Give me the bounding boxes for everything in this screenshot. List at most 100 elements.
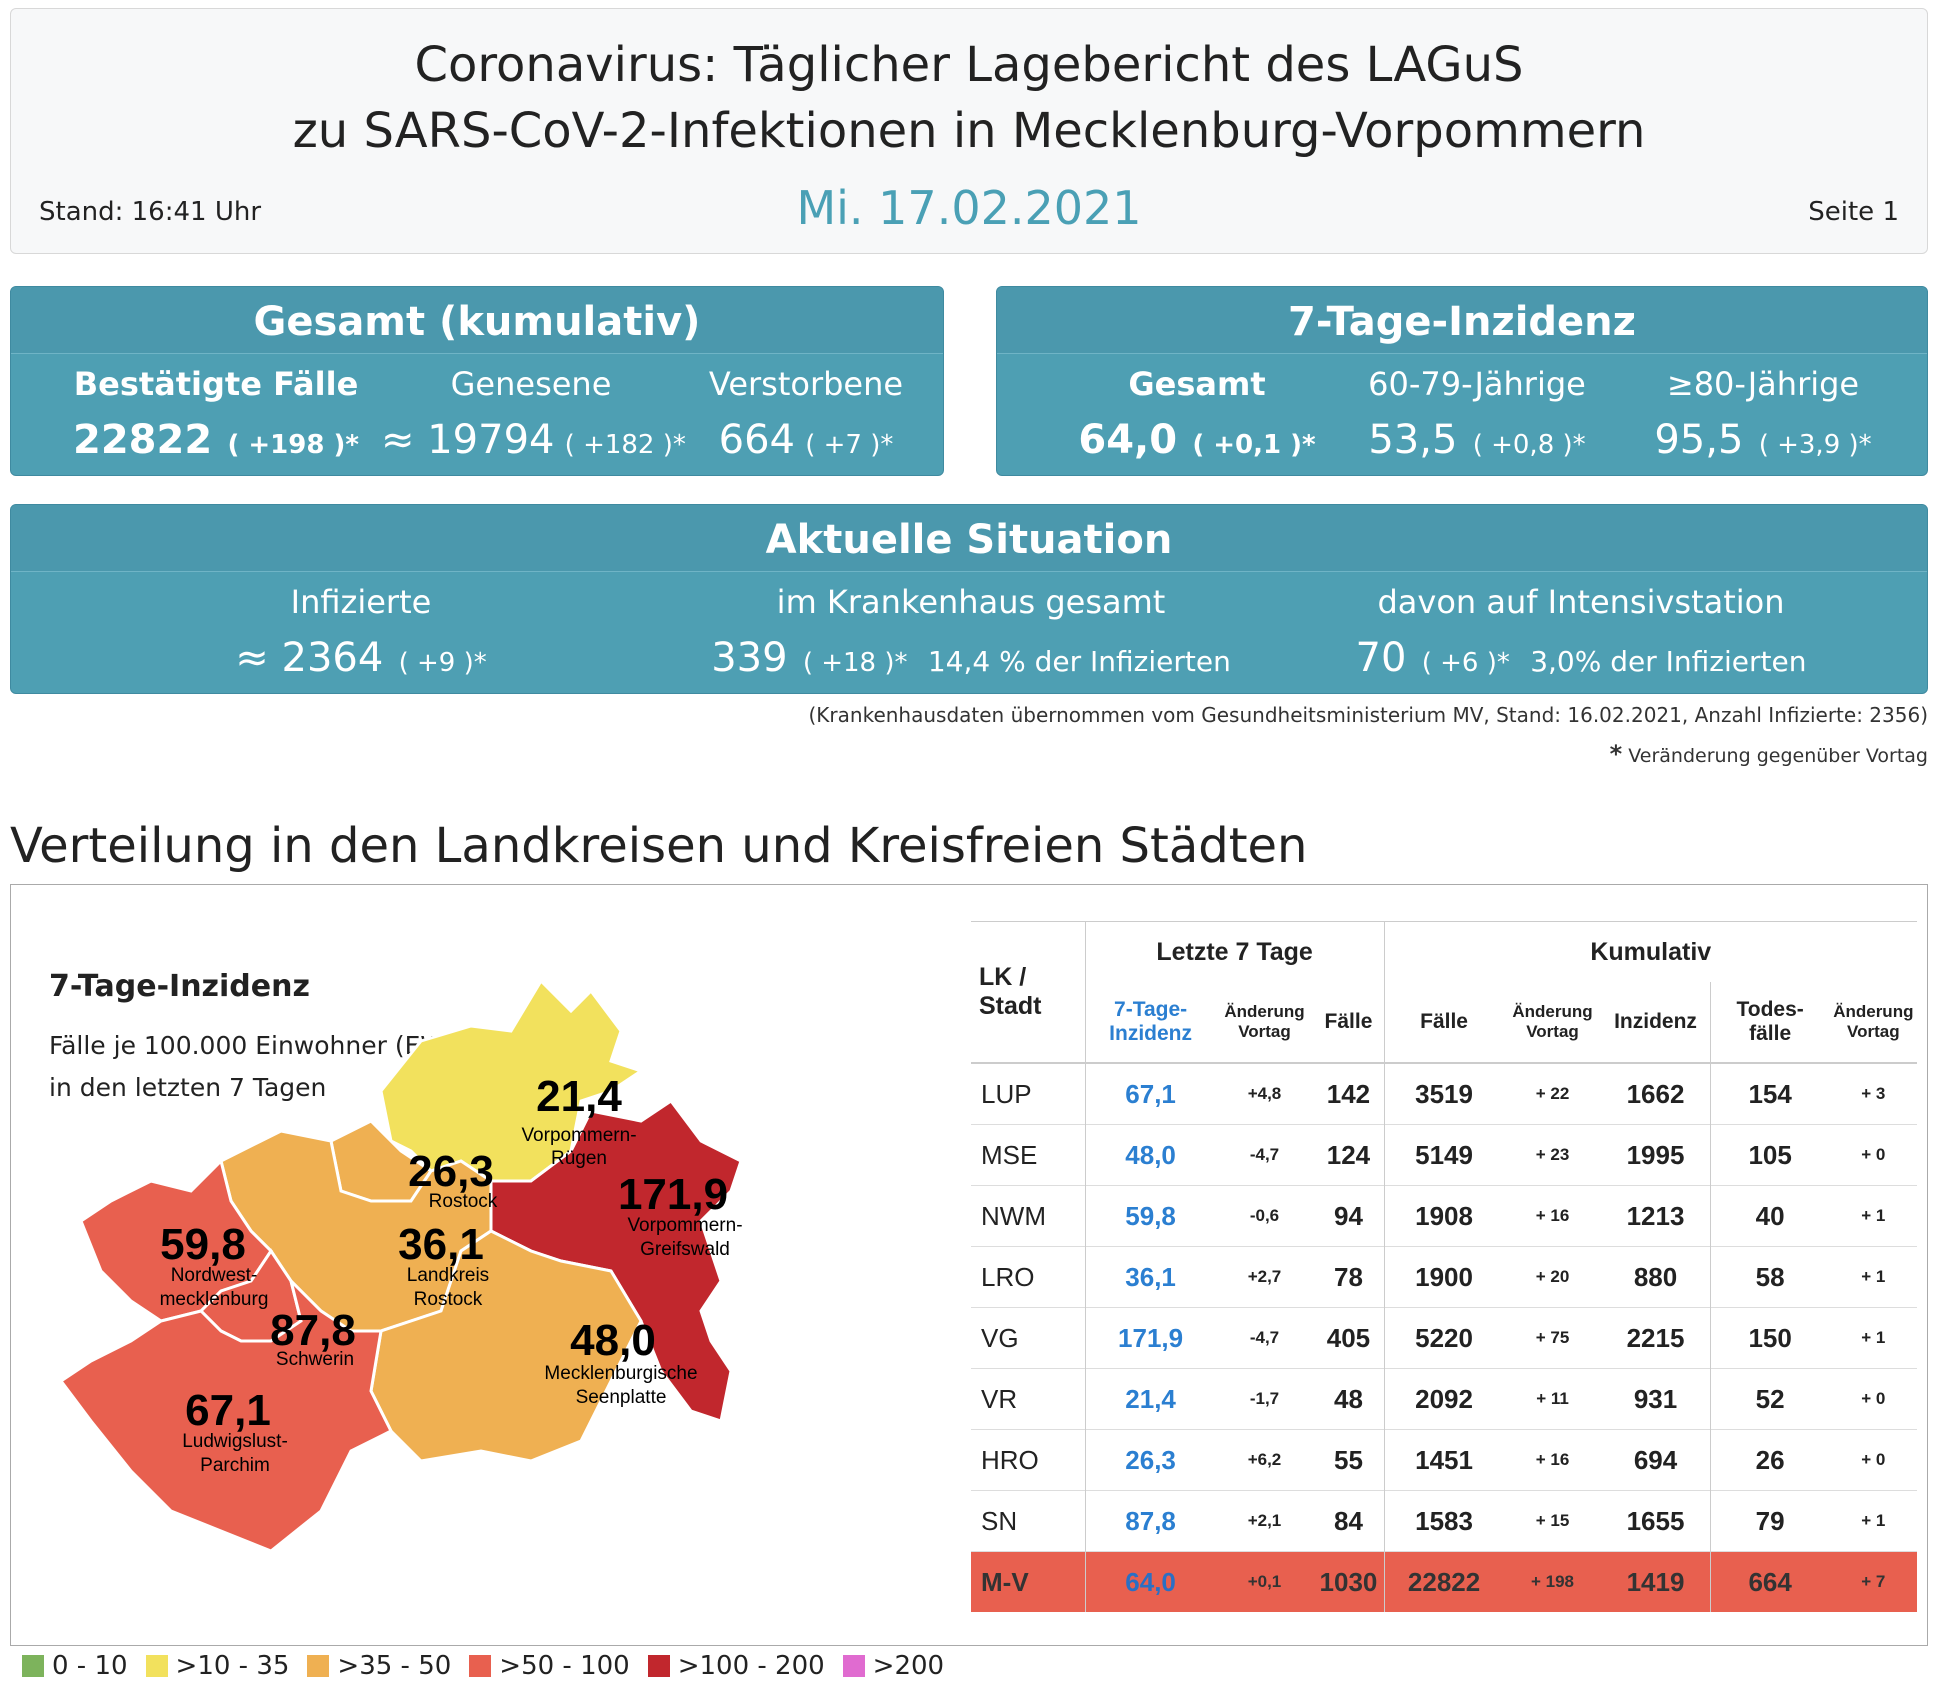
cell-change-7: -4,7 [1215,1124,1314,1186]
legend-swatch [22,1655,44,1677]
cell-inzidenz-cum: 694 [1601,1429,1711,1491]
cell-faelle-cum: 1583 [1383,1490,1504,1552]
section-title: Verteilung in den Landkreisen und Kreisf… [10,818,1308,874]
cell-faelle-7: 94 [1313,1185,1385,1247]
cell-change-tod: + 0 [1829,1368,1917,1430]
map-name-mse-1: Mecklenburgische [544,1363,697,1384]
report-date: Mi. 17.02.2021 [796,181,1142,235]
cell-inzidenz-cum: 1213 [1601,1185,1711,1247]
legend-swatch [469,1655,492,1677]
cell-inzidenz-cum: 1655 [1601,1490,1711,1552]
cell-faelle-cum: 5149 [1383,1124,1504,1186]
star-marker: * [1609,740,1623,768]
map-name-vr-1: Vorpommern- [521,1125,636,1146]
stat-value: 95,5 [1654,417,1744,463]
map-name-lro-1: Landkreis [407,1265,489,1286]
legend-swatch [145,1655,168,1677]
col-header-lk-line1: LK / [979,963,1027,991]
map-legend-sub2: in den letzten 7 Tagen [49,1073,327,1102]
report-title-line2: zu SARS-CoV-2-Infektionen in Mecklenburg… [292,103,1646,159]
cell-todesfaelle: 79 [1709,1490,1830,1552]
col-header-faelle-cum: Fälle [1383,982,1504,1064]
cell-inzidenz: 26,3 [1084,1429,1216,1491]
col-header-todes-line1: Todes- [1736,998,1804,1021]
report-time: Stand: 16:41 Uhr [39,197,262,227]
map-value-mse: 48,0 [570,1316,656,1365]
map-value-lup: 67,1 [185,1386,271,1435]
stat-change: ( +3,9 )* [1758,430,1872,460]
stat-change: ( +9 )* [398,648,487,678]
col-header-aenderung-cum: Änderung Vortag [1503,982,1602,1064]
cell-inzidenz: 87,8 [1084,1490,1216,1552]
col-header-faelle-7: Fälle [1313,982,1385,1064]
panel-inzidenz: 7-Tage-Inzidenz Gesamt 64,0 ( +0,1 )* 60… [996,286,1928,476]
cell-change-7: +2,1 [1215,1490,1314,1552]
cell-change-7: +0,1 [1215,1551,1314,1612]
legend-label: >35 - 50 [337,1651,452,1681]
cell-faelle-7: 1030 [1313,1551,1385,1612]
stat-value: 664 [718,417,796,463]
legend-item: >10 - 35 [145,1651,289,1681]
table-row: VR 21,4 -1,7 48 2092 + 11 931 52 + 0 [971,1368,1917,1430]
cell-inzidenz: 64,0 [1084,1551,1216,1612]
cell-inzidenz-cum: 1419 [1601,1551,1711,1612]
stat-label: Verstorbene [708,365,904,403]
stat-value: 22822 [73,417,213,463]
stat-value: 53,5 [1368,417,1458,463]
cell-todesfaelle: 26 [1709,1429,1830,1491]
cell-change-cum: + 23 [1503,1124,1602,1186]
map-value-nwm: 59,8 [160,1220,246,1269]
cell-change-tod: + 1 [1829,1246,1917,1308]
cell-inzidenz: 171,9 [1084,1307,1216,1369]
cell-change-7: -4,7 [1215,1307,1314,1369]
cell-faelle-7: 55 [1313,1429,1385,1491]
col-header-aenderung-line1: Änderung [1512,1002,1593,1021]
col-header-lk-line2: Stadt [979,992,1042,1020]
district-table: LK / Stadt Letzte 7 Tage Kumulativ 7-Tag… [971,921,1917,1612]
map-value-hro: 26,3 [408,1147,494,1196]
cell-change-7: +2,7 [1215,1246,1314,1308]
map-name-nwm-2: mecklenburg [160,1289,269,1310]
map-name-hro-1: Rostock [429,1191,498,1212]
inzidenz-gesamt: Gesamt 64,0 ( +0,1 )* [1057,365,1337,463]
cell-change-tod: + 0 [1829,1429,1917,1491]
map-name-lup-2: Parchim [200,1455,270,1476]
cell-change-cum: + 11 [1503,1368,1602,1430]
map-name-vr-2: Rügen [551,1148,607,1169]
table-row: SN 87,8 +2,1 84 1583 + 15 1655 79 + 1 [971,1490,1917,1552]
cell-inzidenz: 59,8 [1084,1185,1216,1247]
cell-change-cum: + 16 [1503,1185,1602,1247]
cell-district: LUP [971,1062,1086,1125]
cell-faelle-cum: 3519 [1383,1062,1504,1125]
stat-label: davon auf Intensivstation [1377,583,1785,621]
page-number: Seite 1 [1808,197,1899,227]
col-header-inzidenz-line1: 7-Tage- [1114,998,1188,1021]
table-row: NWM 59,8 -0,6 94 1908 + 16 1213 40 + 1 [971,1185,1917,1247]
cell-faelle-7: 84 [1313,1490,1385,1552]
legend-label: 0 - 10 [52,1651,128,1681]
cell-change-7: -0,6 [1215,1185,1314,1247]
legend-item: >35 - 50 [307,1651,451,1681]
stat-genesene: Genesene ≈ 19794 ( +182 )* [381,365,686,463]
legend-item: 0 - 10 [22,1651,128,1681]
cell-district: MSE [971,1124,1086,1186]
table-row: LRO 36,1 +2,7 78 1900 + 20 880 58 + 1 [971,1246,1917,1308]
col-header-aenderung-line2: Vortag [1238,1022,1291,1041]
cell-district: SN [971,1490,1086,1552]
table-row: LUP 67,1 +4,8 142 3519 + 22 1662 154 + 3 [971,1062,1917,1125]
cell-change-cum: + 22 [1503,1062,1602,1125]
cell-change-cum: + 15 [1503,1490,1602,1552]
cell-change-cum: + 198 [1503,1551,1602,1612]
legend-swatch [307,1655,330,1677]
stat-change: ( +6 )* [1421,648,1510,678]
col-header-lk: LK / Stadt [971,921,1086,1064]
cell-faelle-cum: 1451 [1383,1429,1504,1491]
cell-todesfaelle: 150 [1709,1307,1830,1369]
legend-item: >200 [842,1651,944,1681]
cell-inzidenz: 48,0 [1084,1124,1216,1186]
inzidenz-60-79: 60-79-Jährige 53,5 ( +0,8 )* [1337,365,1617,463]
col-header-todesfaelle: Todes-fälle [1709,982,1830,1064]
table-row: MSE 48,0 -4,7 124 5149 + 23 1995 105 + 0 [971,1124,1917,1186]
col-header-aenderung-line2: Vortag [1847,1022,1900,1041]
group-header-last7: Letzte 7 Tage [1084,921,1385,982]
